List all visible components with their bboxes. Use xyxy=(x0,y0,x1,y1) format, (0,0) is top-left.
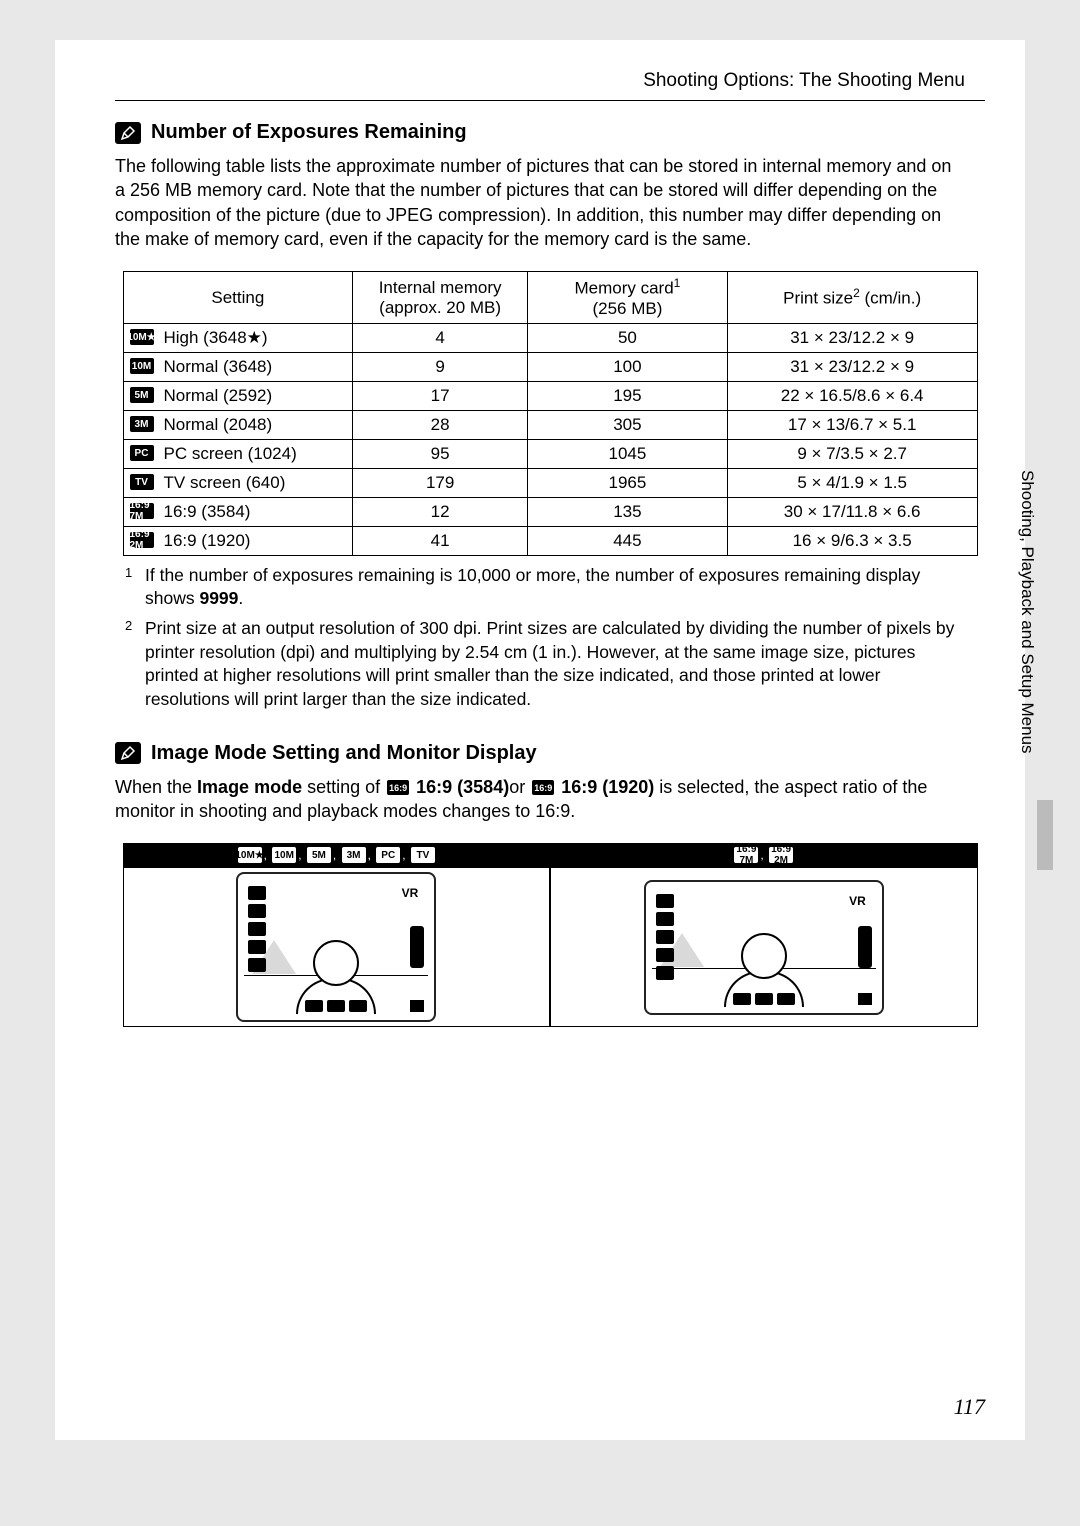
internal-value: 95 xyxy=(353,439,528,468)
footnote-2: 2 Print size at an output resolution of … xyxy=(125,617,965,712)
section2-para: When the Image mode setting of 16:9 16:9… xyxy=(115,775,965,824)
display-comparison-table: 10M★, 10M, 5M, 3M, PC, TV 16:9 7M, 16:9 … xyxy=(123,843,978,1027)
table-row: 3M Normal (2048) 2830517 × 13/6.7 × 5.1 xyxy=(123,410,977,439)
mode-icon: 5M xyxy=(130,387,154,403)
internal-value: 9 xyxy=(353,352,528,381)
print-value: 31 × 23/12.2 × 9 xyxy=(727,323,977,352)
side-tab-marker xyxy=(1037,800,1053,870)
print-value: 30 × 17/11.8 × 6.6 xyxy=(727,497,977,526)
card-value: 195 xyxy=(528,381,728,410)
th-print: Print size2 (cm/in.) xyxy=(727,272,977,324)
print-value: 31 × 23/12.2 × 9 xyxy=(727,352,977,381)
mode-icon: 10M xyxy=(272,847,296,863)
intro-text: The following table lists the approximat… xyxy=(115,154,965,251)
display-header-169: 16:9 7M, 16:9 2M xyxy=(550,843,978,867)
print-value: 9 × 7/3.5 × 2.7 xyxy=(727,439,977,468)
mode-icon: PC xyxy=(130,445,154,461)
setting-label: High (3648★) xyxy=(164,328,268,347)
internal-value: 17 xyxy=(353,381,528,410)
setting-label: Normal (2048) xyxy=(164,415,273,434)
screen-preview-43: VR xyxy=(236,872,436,1022)
internal-value: 179 xyxy=(353,468,528,497)
card-value: 100 xyxy=(528,352,728,381)
setting-label: Normal (3648) xyxy=(164,357,273,376)
footnotes: 1 If the number of exposures remaining i… xyxy=(125,564,965,712)
mode-icon: TV xyxy=(130,474,154,490)
internal-value: 28 xyxy=(353,410,528,439)
screen-preview-169: VR xyxy=(644,880,884,1015)
mode-icon: 10M★ xyxy=(238,847,262,863)
internal-value: 12 xyxy=(353,497,528,526)
display-header-43: 10M★, 10M, 5M, 3M, PC, TV xyxy=(123,843,551,867)
setting-label: 16:9 (3584) xyxy=(164,502,251,521)
print-value: 17 × 13/6.7 × 5.1 xyxy=(727,410,977,439)
mode-icon: 16:9 2M xyxy=(769,847,793,863)
internal-value: 4 xyxy=(353,323,528,352)
table-row: 16:9 2M 16:9 (1920) 4144516 × 9/6.3 × 3.5 xyxy=(123,526,977,555)
footnote-1: 1 If the number of exposures remaining i… xyxy=(125,564,965,611)
setting-label: 16:9 (1920) xyxy=(164,531,251,550)
display-box-43: VR xyxy=(123,867,551,1027)
table-row: 10M★ High (3648★) 45031 × 23/12.2 × 9 xyxy=(123,323,977,352)
mode-icon: 16:9 2M xyxy=(130,532,154,548)
card-value: 1965 xyxy=(528,468,728,497)
table-row: 16:9 7M 16:9 (3584) 1213530 × 17/11.8 × 6.… xyxy=(123,497,977,526)
pencil-icon xyxy=(115,742,141,764)
table-row: PC PC screen (1024) 9510459 × 7/3.5 × 2.7 xyxy=(123,439,977,468)
card-value: 50 xyxy=(528,323,728,352)
setting-label: PC screen (1024) xyxy=(164,444,297,463)
print-value: 5 × 4/1.9 × 1.5 xyxy=(727,468,977,497)
mode-icon: 3M xyxy=(342,847,366,863)
section-head-exposures: Number of Exposures Remaining xyxy=(115,121,985,144)
table-row: TV TV screen (640) 17919655 × 4/1.9 × 1.5 xyxy=(123,468,977,497)
card-value: 1045 xyxy=(528,439,728,468)
exposure-table: Setting Internal memory (approx. 20 MB) … xyxy=(123,271,978,556)
mode-icon: 3M xyxy=(130,416,154,432)
section-title: Number of Exposures Remaining xyxy=(151,121,467,144)
table-row: 10M Normal (3648) 910031 × 23/12.2 × 9 xyxy=(123,352,977,381)
print-value: 22 × 16.5/8.6 × 6.4 xyxy=(727,381,977,410)
section-head-image-mode: Image Mode Setting and Monitor Display xyxy=(115,742,985,765)
mode-icon: 10M xyxy=(130,358,154,374)
mode-icon: 5M xyxy=(307,847,331,863)
th-card: Memory card1 (256 MB) xyxy=(528,272,728,324)
card-value: 135 xyxy=(528,497,728,526)
card-value: 305 xyxy=(528,410,728,439)
mode-icon: TV xyxy=(411,847,435,863)
setting-label: TV screen (640) xyxy=(164,473,286,492)
mode-169-2m-icon: 16:9 xyxy=(532,780,554,795)
page-number: 117 xyxy=(954,1394,985,1420)
mode-icon: 16:9 7M xyxy=(734,847,758,863)
th-internal: Internal memory (approx. 20 MB) xyxy=(353,272,528,324)
display-box-169: VR xyxy=(550,867,978,1027)
print-value: 16 × 9/6.3 × 3.5 xyxy=(727,526,977,555)
rule-divider xyxy=(115,100,985,101)
internal-value: 41 xyxy=(353,526,528,555)
pencil-icon xyxy=(115,122,141,144)
mode-icon: 10M★ xyxy=(130,329,154,345)
mode-169-7m-icon: 16:9 xyxy=(387,780,409,795)
mode-icon: 16:9 7M xyxy=(130,503,154,519)
setting-label: Normal (2592) xyxy=(164,386,273,405)
side-tab-text: Shooting, Playback and Setup Menus xyxy=(1017,470,1037,754)
card-value: 445 xyxy=(528,526,728,555)
mode-icon: PC xyxy=(376,847,400,863)
breadcrumb: Shooting Options: The Shooting Menu xyxy=(115,70,985,92)
th-setting: Setting xyxy=(123,272,353,324)
table-row: 5M Normal (2592) 1719522 × 16.5/8.6 × 6.4 xyxy=(123,381,977,410)
section2-title: Image Mode Setting and Monitor Display xyxy=(151,742,537,765)
page: Shooting Options: The Shooting Menu Numb… xyxy=(55,40,1025,1440)
